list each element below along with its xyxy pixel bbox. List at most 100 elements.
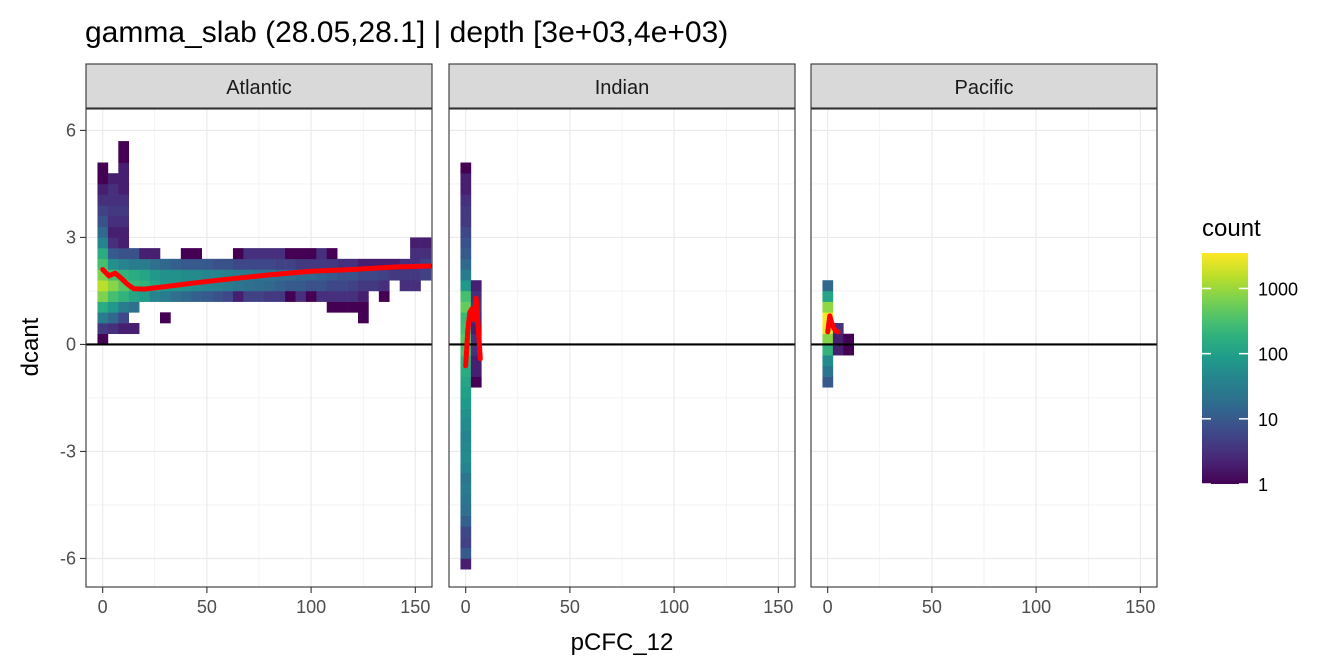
heatmap-cell — [347, 301, 359, 313]
heatmap-cell — [107, 323, 119, 335]
heatmap-cell — [97, 312, 109, 324]
heatmap-cell — [201, 290, 213, 302]
heatmap-cell — [460, 248, 472, 260]
facet-label-indian: Indian — [595, 77, 650, 99]
heatmap-cell — [420, 237, 432, 249]
heatmap-cell — [347, 258, 359, 270]
heatmap-cell — [305, 248, 317, 260]
heatmap-cell — [358, 301, 369, 313]
heatmap-cell — [201, 269, 213, 281]
heatmap-cell — [170, 258, 182, 270]
heatmap-cell — [243, 258, 255, 270]
heatmap-cell — [107, 226, 119, 238]
heatmap-cell — [128, 269, 140, 281]
heatmap-cell — [843, 344, 855, 356]
heatmap-cell — [97, 323, 109, 335]
heatmap-cell — [358, 269, 369, 281]
heatmap-cell — [460, 397, 472, 409]
heatmap-cell — [460, 387, 472, 399]
heatmap-cell — [460, 301, 472, 313]
heatmap-cell — [212, 290, 223, 302]
heatmap-cell — [460, 483, 472, 495]
heatmap-cell — [368, 269, 380, 281]
heatmap-cell — [243, 290, 255, 302]
x-tick-label: 50 — [197, 597, 217, 617]
heatmap-cell — [107, 183, 119, 195]
heatmap-cell — [139, 269, 150, 281]
heatmap-cell — [326, 290, 338, 302]
heatmap-cell — [97, 290, 109, 302]
heatmap-cell — [460, 419, 472, 431]
heatmap-cell — [389, 258, 400, 270]
heatmap-cell — [470, 280, 482, 292]
heatmap-cell — [222, 269, 234, 281]
heatmap-cell — [378, 269, 390, 281]
heatmap-cell — [347, 290, 359, 302]
facet-strip-indian — [448, 63, 796, 109]
heatmap-cell — [107, 205, 119, 217]
heatmap-cell — [264, 280, 275, 292]
heatmap-cell — [460, 216, 472, 228]
heatmap-cell — [97, 248, 109, 260]
heatmap-cell — [201, 280, 213, 292]
heatmap-cell — [232, 290, 244, 302]
heatmap-cell — [460, 205, 472, 217]
heatmap-cell — [243, 280, 255, 292]
y-axis-title: dcant — [17, 317, 44, 376]
heatmap-cell — [832, 333, 844, 345]
heatmap-cell — [222, 258, 234, 270]
facet-label-pacific: Pacific — [955, 77, 1014, 99]
heatmap-cell — [822, 301, 834, 313]
panel-border — [810, 108, 1158, 588]
heatmap-cell — [305, 280, 317, 292]
heatmap-cell — [118, 280, 130, 292]
heatmap-cell — [470, 355, 482, 367]
legend-label: 1 — [1258, 475, 1268, 495]
heatmap-cell — [139, 280, 150, 292]
heatmap-cell — [295, 248, 307, 260]
heatmap-cell — [378, 280, 390, 292]
heatmap-cell — [159, 290, 171, 302]
heatmap-cell — [264, 258, 275, 270]
smooth-trend-line — [100, 263, 433, 292]
heatmap-cell — [253, 290, 265, 302]
panel-indian: Indian 0 50 100 150 — [448, 63, 796, 617]
heatmap-cell — [305, 290, 317, 302]
heatmap-cell — [399, 280, 411, 292]
heatmap-cell — [97, 216, 109, 228]
heatmap-cell — [191, 280, 202, 292]
heatmap-cell — [305, 258, 317, 270]
heatmap-cell — [460, 430, 472, 442]
panel-border — [448, 108, 796, 588]
heatmap-cell — [264, 290, 275, 302]
heatmap-cell — [274, 248, 286, 260]
color-legend: count 1 10 100 1000 — [1202, 215, 1298, 495]
heatmap-cell — [222, 290, 234, 302]
heatmap-cell — [822, 344, 834, 356]
heatmap-cell — [337, 290, 348, 302]
heatmap-cell — [97, 173, 109, 185]
heatmap-cell — [285, 280, 296, 292]
heatmap-cell — [264, 248, 275, 260]
heatmap-cell — [97, 205, 109, 217]
heatmap-cell — [118, 312, 130, 324]
heatmap-cell — [118, 301, 130, 313]
heatmap-cell — [212, 258, 223, 270]
chart-title: gamma_slab (28.05,28.1] | depth [3e+03,4… — [85, 16, 728, 49]
heatmap-cell — [107, 312, 119, 324]
heatmap-cell — [832, 344, 844, 356]
heatmap-cell — [118, 237, 130, 249]
heatmap-cell — [378, 258, 390, 270]
heatmap-cell — [326, 258, 338, 270]
heatmap-cell — [470, 376, 482, 388]
heatmap-cell — [326, 301, 338, 313]
heatmap-cell — [326, 248, 338, 260]
heatmap-cell — [358, 312, 369, 324]
heatmap-cell — [822, 280, 834, 292]
heatmap-cell — [274, 258, 286, 270]
heatmap-cell — [118, 173, 130, 185]
heatmap-cell — [358, 258, 369, 270]
heatmap-cell — [460, 537, 472, 549]
heatmap-cell — [180, 258, 192, 270]
